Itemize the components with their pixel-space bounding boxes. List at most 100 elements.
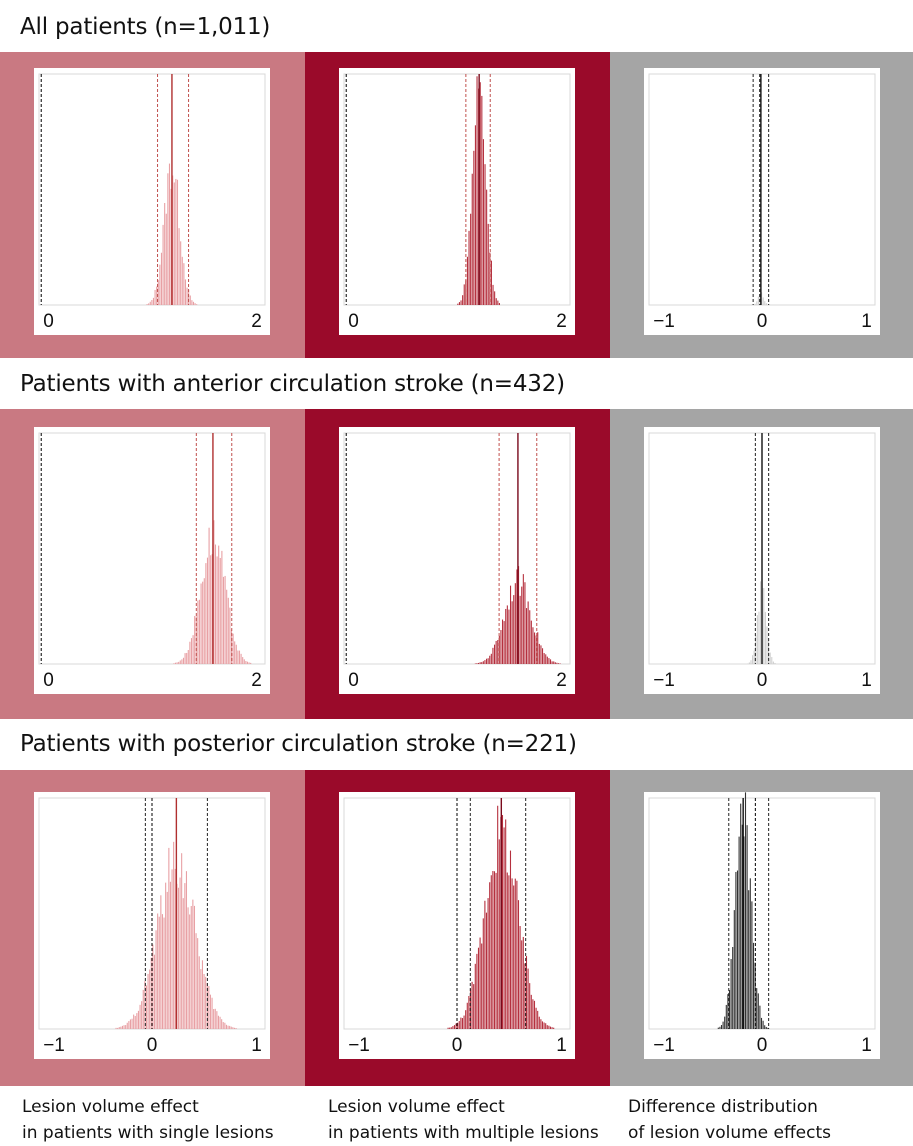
histogram-bar xyxy=(468,230,470,305)
histogram-bar xyxy=(751,901,753,1029)
histogram-bar xyxy=(221,550,223,664)
histogram-bar xyxy=(189,914,191,1029)
histogram-bar xyxy=(458,302,460,305)
histogram-bar xyxy=(465,1010,467,1029)
histogram-bar xyxy=(235,644,237,664)
histogram-bar xyxy=(168,847,170,1029)
histogram-bar xyxy=(190,906,192,1029)
histogram-bar xyxy=(172,175,174,305)
chart-posterior-diff: −1 0 1 xyxy=(648,792,876,1056)
histogram-bar xyxy=(738,836,740,1029)
plot-posterior-multi: −1 0 1 xyxy=(339,792,575,1059)
histogram-bar xyxy=(511,601,513,664)
histogram-bar xyxy=(250,662,252,664)
histogram-bar xyxy=(232,1027,234,1029)
histogram-bar xyxy=(535,635,537,664)
x-tick-label: 2 xyxy=(251,670,262,691)
histogram-bar xyxy=(463,1015,465,1029)
histogram-bar xyxy=(165,213,167,305)
histogram-bar xyxy=(498,839,500,1029)
histogram-bar xyxy=(553,661,555,664)
histogram-bar xyxy=(557,663,560,664)
x-tick-label: −1 xyxy=(653,1035,675,1056)
histogram-bar xyxy=(206,983,208,1029)
histogram-bar xyxy=(559,663,561,664)
histogram-bar xyxy=(764,301,766,305)
histogram-bar xyxy=(169,881,172,1029)
histogram-bar xyxy=(176,662,178,664)
histogram-bar xyxy=(195,933,197,1029)
histogram-bar xyxy=(511,878,513,1029)
caption-multi: Lesion volume effect in patients with mu… xyxy=(328,1094,599,1146)
histogram-bar xyxy=(128,1021,130,1029)
histogram-bar xyxy=(538,643,540,664)
histogram-bar xyxy=(245,661,247,664)
histogram-bar xyxy=(521,586,523,664)
histogram-bar xyxy=(484,164,486,305)
histogram-bar xyxy=(727,994,729,1029)
histogram-bar xyxy=(477,662,480,664)
histogram-bar xyxy=(182,898,184,1029)
histogram-bar xyxy=(476,953,478,1029)
histogram-bar xyxy=(118,1027,120,1029)
histogram-bar xyxy=(153,954,156,1029)
histogram-bar xyxy=(214,544,217,664)
histogram-bar xyxy=(208,527,210,664)
row-title-anterior: Patients with anterior circulation strok… xyxy=(20,371,565,397)
histogram-bar xyxy=(764,611,766,664)
histogram-bar xyxy=(186,652,188,664)
histogram-bar xyxy=(471,173,473,305)
histogram-bar xyxy=(180,241,182,305)
histogram-bar xyxy=(724,1016,726,1029)
histogram-bar xyxy=(495,640,497,664)
histogram-bar xyxy=(466,1002,468,1029)
caption-multi-line1: Lesion volume effect xyxy=(328,1097,505,1117)
histogram-bar xyxy=(179,877,181,1029)
histogram-bar xyxy=(164,202,166,305)
histogram-bar xyxy=(497,805,499,1029)
histogram-bar xyxy=(495,872,497,1029)
histogram-bar xyxy=(545,1023,547,1029)
histogram-bar xyxy=(192,635,194,664)
x-tick-label: 1 xyxy=(556,1035,567,1056)
caption-single: Lesion volume effect in patients with si… xyxy=(22,1094,274,1146)
histogram-bar xyxy=(482,661,484,664)
histogram-bar xyxy=(492,647,494,664)
histogram-bar xyxy=(752,942,755,1029)
histogram-bar xyxy=(543,653,545,664)
histogram-bar xyxy=(170,188,172,305)
histogram-bar xyxy=(493,644,496,664)
histogram-bar xyxy=(466,256,468,305)
histogram-bar xyxy=(740,803,742,1029)
histogram-bar xyxy=(732,947,734,1029)
histogram-bar xyxy=(229,607,231,664)
histogram-bar xyxy=(541,648,544,664)
histogram-bar xyxy=(187,907,189,1029)
histogram-bar xyxy=(242,657,244,664)
histogram-bar xyxy=(509,585,512,664)
histogram-bar xyxy=(479,937,481,1029)
histogram-bar xyxy=(173,663,175,664)
histogram-bar xyxy=(187,650,189,664)
histogram-bar xyxy=(501,619,504,664)
chart-posterior-multi: −1 0 1 xyxy=(343,797,571,1056)
histogram-bar xyxy=(765,1026,767,1029)
histogram-bar xyxy=(134,1015,136,1029)
histogram-bar xyxy=(525,608,528,664)
histogram-bar xyxy=(548,658,550,664)
histogram-bar xyxy=(248,662,250,664)
histogram-bar xyxy=(509,850,512,1029)
histogram-bar xyxy=(519,595,521,664)
histogram-bar xyxy=(177,887,180,1029)
histogram-bar xyxy=(524,963,526,1029)
histogram-bar xyxy=(719,1026,721,1029)
histogram-bar xyxy=(540,1019,542,1029)
caption-single-line1: Lesion volume effect xyxy=(22,1097,199,1117)
panel-all-diff: −1 0 1 xyxy=(610,52,913,358)
histogram-bar xyxy=(175,178,177,305)
x-tick-label: 0 xyxy=(147,1035,158,1056)
